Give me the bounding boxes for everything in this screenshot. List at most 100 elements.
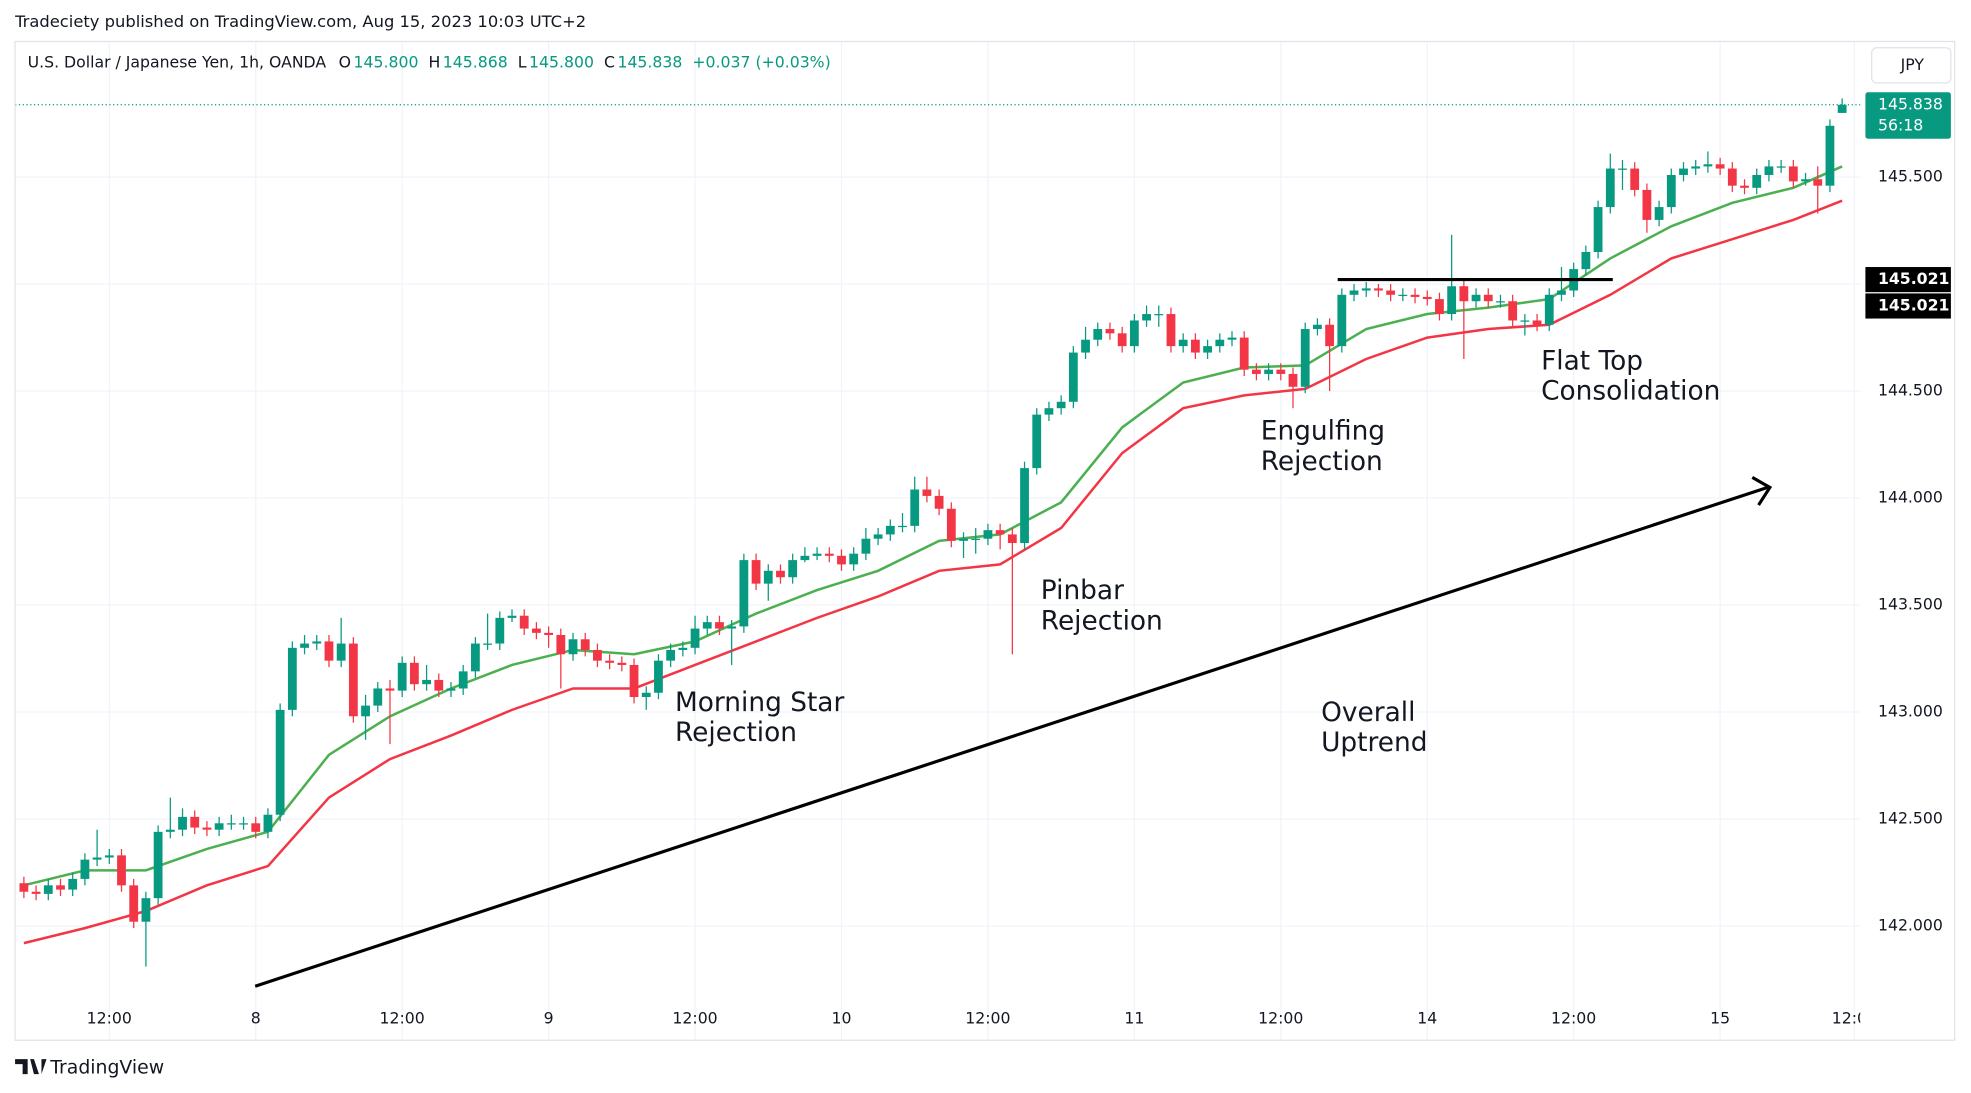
candle-body [117, 855, 126, 886]
level-label: 145.021 [1878, 269, 1949, 288]
candle-body [190, 816, 200, 828]
x-tick-label: 11 [1124, 1008, 1144, 1027]
candle-body [873, 534, 883, 539]
candle-body [1251, 369, 1261, 374]
candle-body [251, 823, 261, 832]
candle-body [519, 615, 529, 629]
x-tick-label: 12:00 [672, 1008, 717, 1027]
candle-body [922, 489, 932, 496]
candle-body [1105, 329, 1115, 334]
candle-body [434, 679, 444, 691]
y-tick-label: 144.500 [1878, 381, 1943, 400]
y-tick-label: 142.500 [1878, 809, 1943, 828]
candle-body [690, 628, 700, 648]
candle-body [654, 660, 663, 693]
candle-body [1801, 179, 1810, 182]
annotation: Rejection [1041, 606, 1163, 636]
candle-body [336, 643, 346, 661]
candle-body [751, 560, 761, 584]
candle-body [800, 555, 810, 561]
candle-body [946, 508, 956, 541]
candle-body [409, 662, 419, 685]
candle-body [287, 647, 297, 710]
candle-body [812, 553, 822, 556]
candle-body [1044, 408, 1054, 415]
candle-body [1276, 369, 1286, 374]
candle-body [678, 647, 688, 650]
x-tick-label: 12:00 [87, 1008, 132, 1027]
y-tick-label: 143.000 [1878, 702, 1943, 721]
candle-body [1313, 324, 1322, 330]
candle-body [312, 641, 322, 644]
candle-body [1178, 339, 1188, 347]
level-label: 145.021 [1878, 295, 1949, 314]
footer-logo: TradingView [15, 1057, 164, 1078]
annotation: Engulfing [1261, 417, 1385, 447]
candle-body [1654, 207, 1664, 220]
trend-arrow [254, 485, 1768, 988]
candle-body [239, 823, 248, 825]
candle-body [1215, 339, 1225, 347]
candle-body [1117, 333, 1127, 347]
candle-body [1081, 339, 1090, 353]
annotation: Pinbar [1041, 576, 1124, 606]
currency-box[interactable] [1871, 47, 1952, 84]
candle-body [1361, 288, 1371, 291]
candle-body [763, 570, 773, 584]
candle-body [470, 643, 480, 672]
candle-body [1325, 324, 1335, 347]
last-price-box [1865, 92, 1951, 139]
annotations: Morning StarRejectionPinbarRejectionEngu… [675, 346, 1720, 758]
y-tick-label: 144.000 [1878, 488, 1943, 507]
candle-body [849, 553, 859, 565]
ohlc-key: H [429, 52, 441, 71]
logo-mark [15, 1059, 47, 1075]
ohlc-value: 145.838 [617, 52, 682, 71]
candle-body [80, 859, 90, 879]
candle-body [1593, 207, 1603, 252]
candle-body [1740, 185, 1749, 188]
annotation: Flat Top [1541, 346, 1643, 376]
level-label-box [1865, 267, 1951, 293]
candle-body [324, 641, 334, 661]
candle-body [1349, 290, 1359, 295]
candle-body [422, 679, 431, 685]
candle-body [995, 530, 1005, 535]
candle-body [1752, 174, 1762, 188]
ohlc-key: C [604, 52, 615, 71]
candle-body [1056, 401, 1066, 409]
candle-body [788, 560, 798, 578]
candle-body [959, 538, 968, 541]
legend: U.S. Dollar / Japanese Yen, 1h, OANDA O 14… [28, 52, 831, 71]
publisher: Tradeciety published on TradingView.com,… [14, 12, 586, 31]
candle-body [178, 816, 187, 830]
candle-body [971, 538, 981, 540]
candle-body [1435, 299, 1444, 315]
currency: JPY [1900, 55, 1925, 74]
candle-body [1544, 294, 1554, 325]
candle-body [1825, 125, 1835, 186]
price-change: +0.037 (+0.03%) [692, 52, 830, 71]
last-price-label: 145.838 [1878, 94, 1943, 113]
candle-body [1300, 329, 1310, 387]
candle-body [1398, 294, 1408, 297]
candle-body [605, 660, 615, 663]
candle-body [1557, 290, 1566, 295]
plot [15, 98, 1861, 967]
axis-labels: 142.000 142.500 143.000 143.500 144.000 144.5… [1865, 92, 1951, 934]
candle-body [275, 709, 285, 815]
candle-body [300, 643, 309, 648]
candle-body [666, 649, 676, 661]
candle-body [1142, 314, 1151, 321]
candle-body [1410, 294, 1420, 297]
candle-body [934, 495, 944, 509]
candle-body [507, 615, 517, 618]
candle-body [837, 555, 846, 565]
candle-body [31, 891, 41, 894]
candle-body [397, 662, 407, 691]
candle-body [1483, 294, 1493, 302]
x-tick-label: 12:00 [965, 1008, 1010, 1027]
y-tick-label: 145.500 [1878, 167, 1943, 186]
ohlc-value: 145.800 [529, 52, 594, 71]
